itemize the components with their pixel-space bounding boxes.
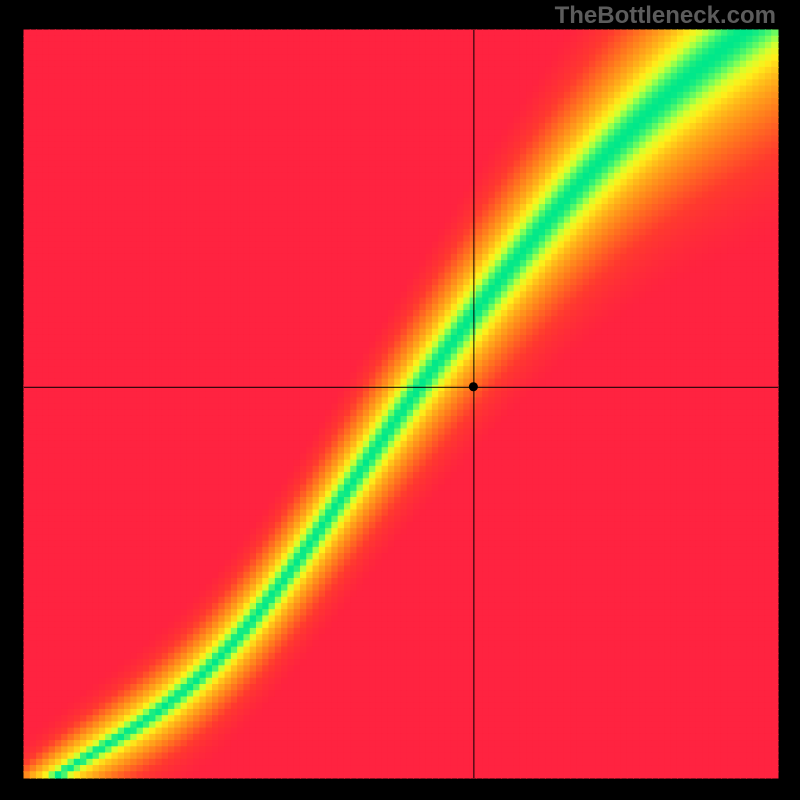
watermark-text: TheBottleneck.com [555,2,776,30]
bottleneck-heatmap [0,0,800,800]
